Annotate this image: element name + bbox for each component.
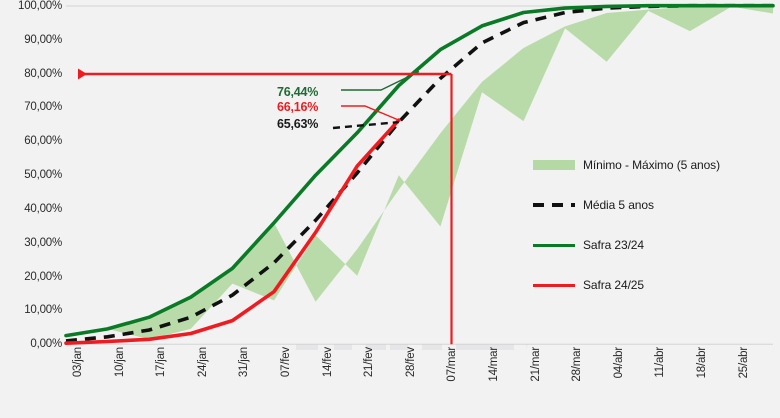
annotation-average-value: 65,63%	[277, 117, 319, 131]
y-tick-label: 80,00%	[24, 67, 62, 80]
y-tick-label: 100,00%	[18, 0, 62, 12]
y-tick-label: 90,00%	[24, 33, 62, 46]
legend-label: Mínimo - Máximo (5 anos)	[583, 158, 720, 172]
legend-swatch-red-line-icon	[533, 278, 575, 292]
annotation-max-value: 76,44%	[277, 85, 319, 99]
y-tick-label: 50,00%	[24, 169, 62, 182]
chart-legend: Mínimo - Máximo (5 anos) Média 5 anos Sa…	[533, 152, 773, 312]
y-tick-label: 10,00%	[24, 304, 62, 317]
y-axis: 100,00% 90,00% 80,00% 70,00% 60,00% 50,0…	[0, 0, 62, 418]
y-tick-label: 40,00%	[24, 202, 62, 215]
legend-item-safra-23-24: Safra 23/24	[533, 232, 773, 258]
legend-item-safra-24-25: Safra 24/25	[533, 272, 773, 298]
legend-item-minimo-maximo: Mínimo - Máximo (5 anos)	[533, 152, 773, 178]
leader-line-max	[341, 70, 420, 91]
y-tick-label: 30,00%	[24, 236, 62, 249]
legend-label: Safra 23/24	[583, 238, 644, 252]
series-safra-23-24	[64, 3, 775, 338]
leader-line-current	[341, 105, 400, 121]
legend-swatch-green-line-icon	[533, 238, 575, 252]
y-tick-label: 60,00%	[24, 135, 62, 148]
legend-item-media-5-anos: Média 5 anos	[533, 192, 773, 218]
legend-swatch-band-icon	[533, 158, 575, 172]
y-tick-label: 20,00%	[24, 270, 62, 283]
y-tick-label: 70,00%	[24, 101, 62, 114]
legend-label: Média 5 anos	[583, 198, 654, 212]
annotation-current-value: 66,16%	[277, 100, 319, 114]
legend-label: Safra 24/25	[583, 278, 644, 292]
legend-swatch-dashed-line-icon	[533, 198, 575, 212]
y-tick-label: 0,00%	[30, 338, 62, 351]
